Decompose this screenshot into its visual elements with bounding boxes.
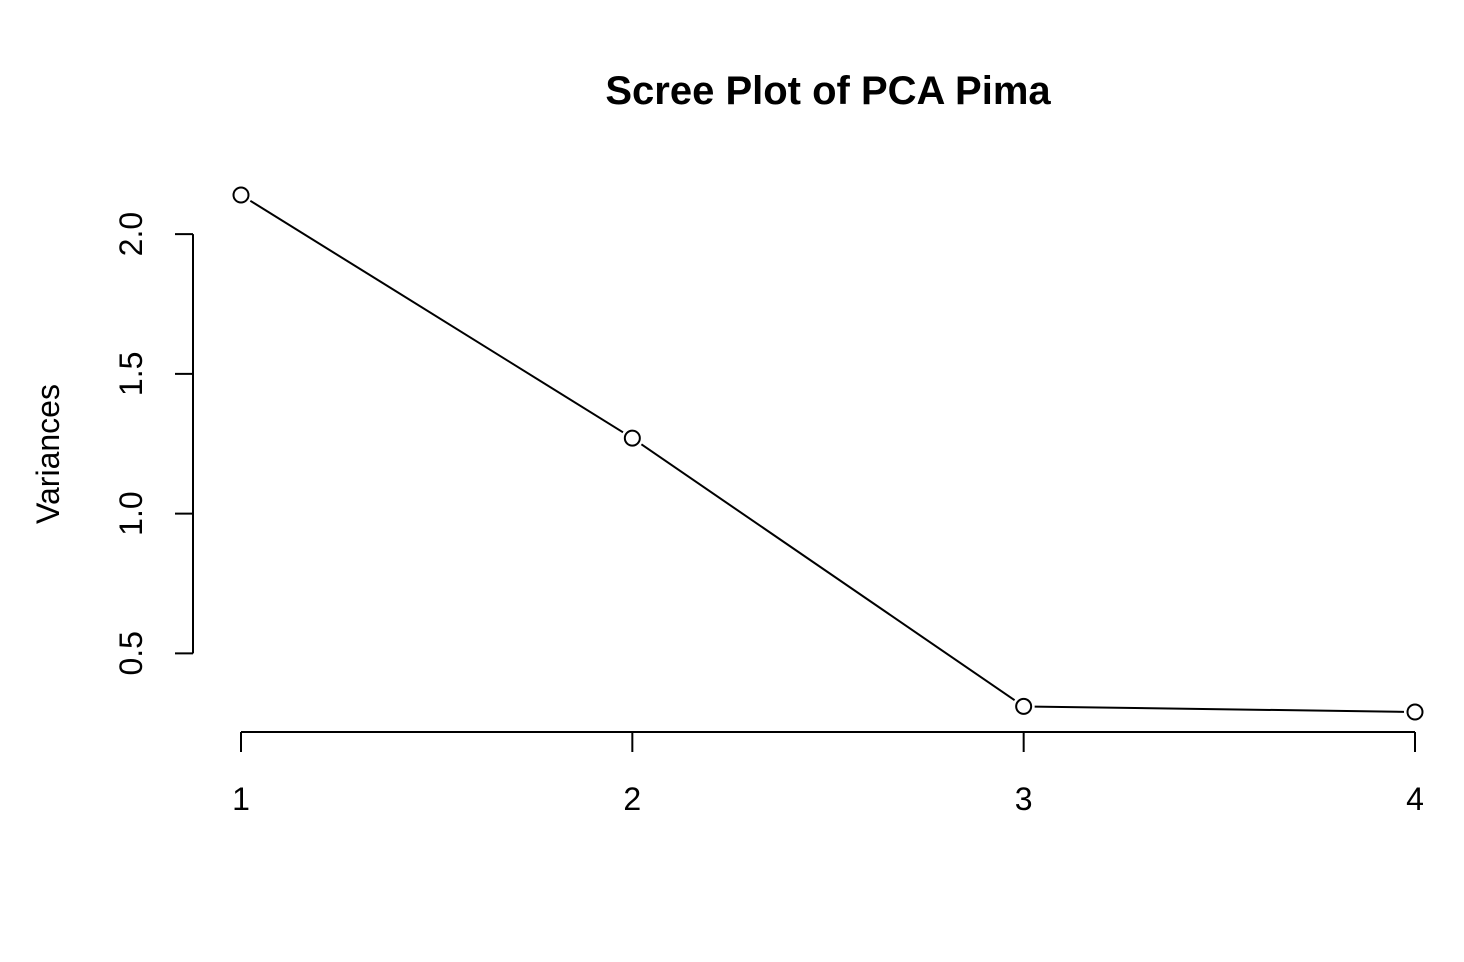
y-tick-label: 0.5 — [113, 631, 149, 675]
data-point — [232, 186, 250, 204]
y-tick-label: 1.0 — [113, 491, 149, 535]
data-point — [623, 429, 641, 447]
y-axis-label: Variances — [30, 384, 66, 524]
x-tick-label: 4 — [1406, 781, 1424, 817]
data-point — [1406, 703, 1424, 721]
series-line-segment — [249, 199, 624, 434]
series-layer — [232, 186, 1424, 721]
series-line-segment — [1034, 705, 1405, 713]
chart-title: Scree Plot of PCA Pima — [605, 69, 1051, 113]
y-tick-label: 1.5 — [113, 352, 149, 396]
x-tick-label: 1 — [232, 781, 250, 817]
data-point — [1015, 697, 1033, 715]
x-axis: 1 2 3 4 — [232, 731, 1424, 817]
x-tick-label: 2 — [623, 781, 641, 817]
y-tick-label: 2.0 — [113, 212, 149, 256]
y-axis: 0.5 1.0 1.5 2.0 — [113, 212, 194, 676]
x-tick-label: 3 — [1015, 781, 1033, 817]
series-line-segment — [640, 443, 1016, 702]
